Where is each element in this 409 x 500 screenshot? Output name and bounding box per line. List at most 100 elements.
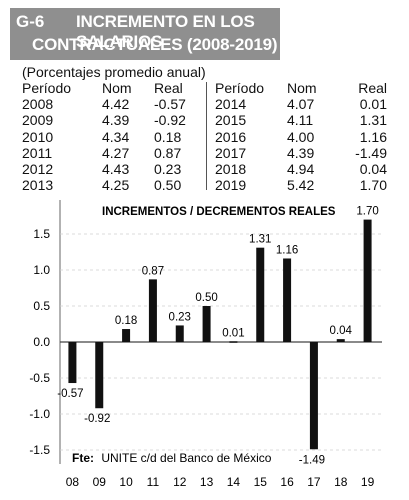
header-period: Período [215,80,265,96]
bar-value-label: -1.49 [299,454,325,466]
period-cell: 2016 [215,128,247,145]
bar-value-label: 0.23 [169,311,191,323]
x-tick-label: 15 [254,475,268,489]
header-real: Real [154,80,183,96]
table-row: 2011 4.27 0.87 [22,145,212,161]
table-row: 2014 4.07 0.01 [215,96,395,112]
period-cell: 2011 [22,144,53,161]
real-cell: 0.01 [359,96,387,113]
nominal-cell: 4.27 [102,144,130,161]
y-tick-label: 1.0 [33,263,50,277]
period-cell: 2013 [22,177,54,194]
x-tick-label: 10 [119,475,133,489]
nominal-cell: 4.42 [102,96,130,113]
nominal-cell: 4.07 [287,96,315,113]
table-row: 2017 4.39 -1.49 [215,145,395,161]
bar-value-label: 1.70 [356,206,378,218]
real-cell: 1.70 [359,177,387,194]
bar-08 [68,342,77,384]
bar-value-label: 0.04 [330,325,353,337]
x-tick-label: 19 [361,475,375,489]
bar-value-label: 0.50 [195,292,217,304]
nominal-cell: 4.11 [287,112,314,129]
table-row: 2019 5.42 1.70 [215,177,395,193]
figure-title-line-2: CONTRACTUALES (2008-2019) [32,35,278,54]
header-real: Real [358,80,387,96]
header-nominal: Nom [287,80,317,96]
bar-13 [202,306,211,342]
table-row: 2009 4.39 -0.92 [22,112,212,128]
real-cell: 0.87 [154,144,182,161]
table-header-row: Período Nom Real [22,80,212,96]
y-tick-label: -1.0 [29,407,50,421]
table-row: 2015 4.11 1.31 [215,112,395,128]
bar-12 [175,325,184,342]
period-cell: 2015 [215,112,247,129]
y-tick-label: 0.0 [33,335,50,349]
header-period: Período [22,80,72,96]
bar-value-label: 0.87 [142,265,164,277]
bar-17 [309,342,318,450]
bar-value-label: -0.92 [84,413,110,425]
bar-15 [256,247,265,342]
period-cell: 2018 [215,160,247,177]
salary-table-left: Período Nom Real 2008 4.42 -0.57 2009 4.… [22,80,212,193]
nominal-cell: 4.00 [287,128,315,145]
nominal-cell: 4.34 [102,128,130,145]
real-cell: 1.16 [359,128,387,145]
x-tick-label: 17 [307,475,321,489]
bar-value-label: 1.16 [276,244,298,256]
x-tick-label: 11 [147,475,160,489]
figure-title-line-1: INCREMENTO EN LOS SALARIOS [76,12,255,51]
nominal-cell: 4.25 [102,177,130,194]
bar-value-label: 0.01 [222,327,244,339]
table-row: 2016 4.00 1.16 [215,129,395,145]
table-header-row: Período Nom Real [215,80,395,96]
chart-title: INCREMENTOS / DECREMENTOS REALES [102,206,336,218]
bar-value-label: 0.18 [115,315,137,327]
period-cell: 2014 [215,96,247,113]
bar-09 [95,342,104,409]
bar-18 [336,339,345,342]
nominal-cell: 4.39 [102,112,130,129]
figure-code: G-6 [16,12,45,31]
nominal-cell: 4.94 [287,160,315,177]
source-text: UNITE c/d del Banco de México [101,451,271,465]
period-cell: 2009 [22,112,54,129]
salary-table-right: Período Nom Real 2014 4.07 0.01 2015 4.1… [215,80,395,193]
table-row: 2012 4.43 0.23 [22,161,212,177]
x-tick-label: 08 [66,475,80,489]
bar-value-label: 1.31 [249,234,271,246]
bar-value-label: -0.57 [57,388,83,400]
x-tick-label: 12 [173,475,187,489]
period-cell: 2010 [22,128,54,145]
bar-16 [283,258,292,342]
table-row: 2013 4.25 0.50 [22,177,212,193]
real-cell: 0.18 [154,128,182,145]
y-tick-label: 1.5 [33,227,50,241]
table-subtitle: (Porcentajes promedio anual) [22,64,206,80]
x-tick-label: 13 [200,475,214,489]
real-cell: 0.04 [359,160,387,177]
table-row: 2010 4.34 0.18 [22,129,212,145]
nominal-cell: 5.42 [287,177,315,194]
period-cell: 2008 [22,96,54,113]
period-cell: 2017 [215,144,247,161]
table-row: 2008 4.42 -0.57 [22,96,212,112]
chart-source-note: Fte: UNITE c/d del Banco de México [72,451,272,465]
real-cell: 1.31 [359,112,387,129]
y-tick-label: -1.5 [29,443,50,457]
x-tick-label: 09 [93,475,107,489]
real-cell: -0.92 [154,112,186,129]
bar-10 [122,329,131,342]
y-tick-label: -0.5 [29,371,50,385]
bar-14 [229,341,238,343]
real-cell: 0.50 [154,177,182,194]
y-tick-label: 0.5 [33,299,50,313]
nominal-cell: 4.43 [102,160,130,177]
real-cell: 0.23 [154,160,182,177]
bar-19 [363,219,372,342]
nominal-cell: 4.39 [287,144,315,161]
x-tick-label: 18 [334,475,348,489]
